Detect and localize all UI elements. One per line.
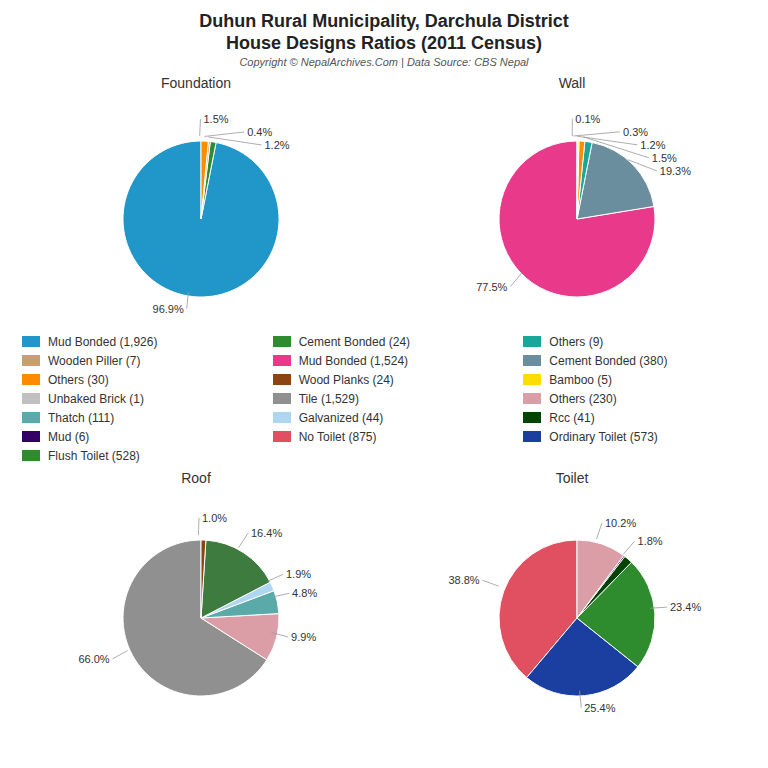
svg-text:1.0%: 1.0% xyxy=(202,512,227,524)
svg-text:96.9%: 96.9% xyxy=(153,303,184,315)
html-text:Mud Bonded (1,926): Mud Bonded (1,926) xyxy=(48,334,158,349)
html-text:Toilet: Toilet xyxy=(555,470,589,486)
svg-text:66.0%: 66.0% xyxy=(78,653,109,665)
html-text:Tile (1,529): Tile (1,529) xyxy=(298,391,359,406)
html-text:Foundation: Foundation xyxy=(161,75,231,91)
svg-text:1.5%: 1.5% xyxy=(652,152,677,164)
svg-text:1.9%: 1.9% xyxy=(286,568,311,580)
html-text:Mud Bonded (1,524): Mud Bonded (1,524) xyxy=(298,353,409,368)
html-text:Thatch (111): Thatch (111) xyxy=(48,410,115,425)
html-text:Roof: Roof xyxy=(181,470,211,486)
html-text:Mud (6): Mud (6) xyxy=(48,429,90,444)
svg-text:16.4%: 16.4% xyxy=(251,527,282,539)
html-text:Copyright © NepalArchives.Com: Copyright © NepalArchives.Com | Data Sou… xyxy=(239,56,529,68)
html-text:Others (230): Others (230) xyxy=(549,391,617,406)
svg-text:0.1%: 0.1% xyxy=(575,113,600,125)
svg-text:0.4%: 0.4% xyxy=(247,126,272,138)
svg-text:10.2%: 10.2% xyxy=(605,517,636,529)
svg-text:23.4%: 23.4% xyxy=(670,601,701,613)
svg-text:0.3%: 0.3% xyxy=(623,126,648,138)
html-text:No Toilet (875): No Toilet (875) xyxy=(298,429,377,444)
html-text:Others (30): Others (30) xyxy=(48,372,109,387)
html-text:Ordinary Toilet (573): Ordinary Toilet (573) xyxy=(549,429,658,444)
svg-text:4.8%: 4.8% xyxy=(292,587,317,599)
html-text:Bamboo (5): Bamboo (5) xyxy=(549,372,612,387)
svg-text:77.5%: 77.5% xyxy=(476,281,507,293)
svg-text:1.2%: 1.2% xyxy=(640,139,665,151)
html-text:Cement Bonded (24): Cement Bonded (24) xyxy=(298,334,411,349)
html-text:Cement Bonded (380): Cement Bonded (380) xyxy=(549,353,668,368)
svg-text:1.2%: 1.2% xyxy=(264,139,289,151)
html-text:Others (9): Others (9) xyxy=(549,334,604,349)
html-text:Rcc (41): Rcc (41) xyxy=(549,410,595,425)
html-text:House Designs Ratios (2011 Cen: House Designs Ratios (2011 Census) xyxy=(225,33,542,53)
html-text:Wooden Piller (7): Wooden Piller (7) xyxy=(48,353,141,368)
html-text:Unbaked Brick (1): Unbaked Brick (1) xyxy=(48,391,144,406)
html-text:Duhun Rural Municipality, Darc: Duhun Rural Municipality, Darchula Distr… xyxy=(199,11,569,31)
svg-text:1.8%: 1.8% xyxy=(638,535,663,547)
svg-text:1.5%: 1.5% xyxy=(203,113,228,125)
html-text:Flush Toilet (528): Flush Toilet (528) xyxy=(48,448,140,463)
svg-text:19.3%: 19.3% xyxy=(660,165,691,177)
html-text:Wood Planks (24): Wood Planks (24) xyxy=(298,372,394,387)
svg-text:38.8%: 38.8% xyxy=(448,574,479,586)
svg-text:25.4%: 25.4% xyxy=(584,702,615,714)
html-text:Galvanized (44): Galvanized (44) xyxy=(298,410,384,425)
html-text:Wall: Wall xyxy=(558,75,586,91)
svg-text:9.9%: 9.9% xyxy=(291,631,316,643)
